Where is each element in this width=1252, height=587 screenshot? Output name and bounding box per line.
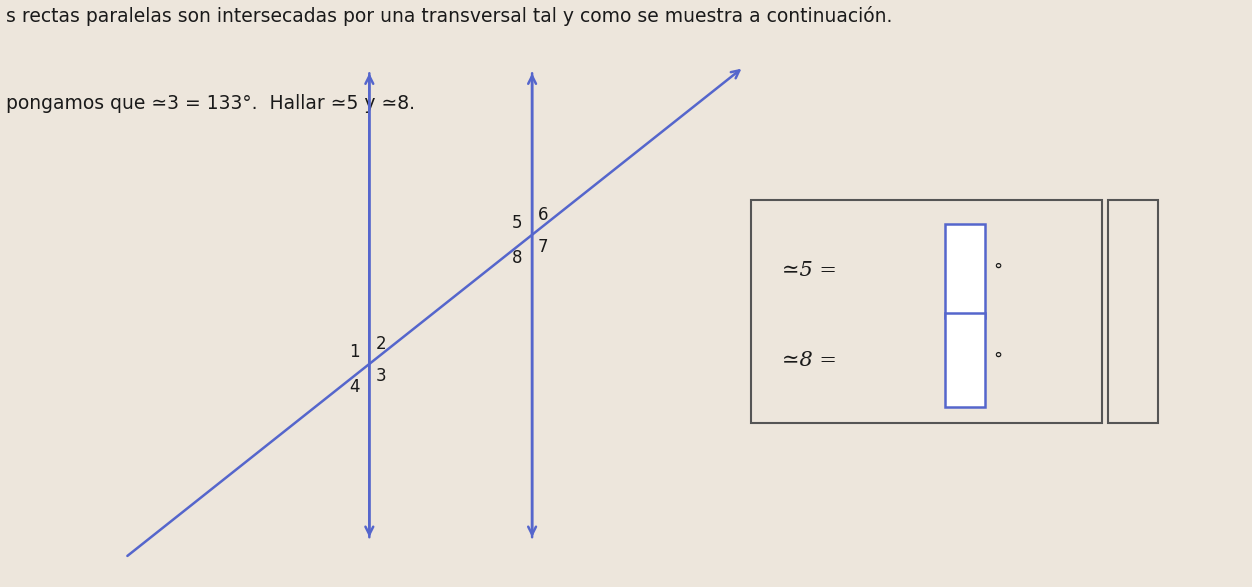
Text: 5: 5 (512, 214, 522, 232)
Text: 7: 7 (538, 238, 548, 255)
Text: 2: 2 (376, 335, 386, 353)
Bar (751, 200, 1102, 423)
Text: s rectas paralelas son intersecadas por una transversal tal y como se muestra a : s rectas paralelas son intersecadas por … (6, 6, 893, 26)
Text: ≃5 =: ≃5 = (782, 261, 844, 281)
Text: 3: 3 (376, 367, 386, 384)
Bar (945, 313, 985, 407)
Bar (945, 224, 985, 318)
Text: 8: 8 (512, 249, 522, 267)
Text: pongamos que ≃3 = 133°.  Hallar ≃5 y ≃8.: pongamos que ≃3 = 133°. Hallar ≃5 y ≃8. (6, 94, 416, 113)
Text: 1: 1 (349, 343, 359, 361)
Text: ≃8 =: ≃8 = (782, 350, 844, 370)
Bar (1108, 200, 1158, 423)
Text: °: ° (993, 351, 1002, 369)
Text: 4: 4 (349, 378, 359, 396)
Text: 6: 6 (538, 205, 548, 224)
Text: °: ° (993, 262, 1002, 280)
